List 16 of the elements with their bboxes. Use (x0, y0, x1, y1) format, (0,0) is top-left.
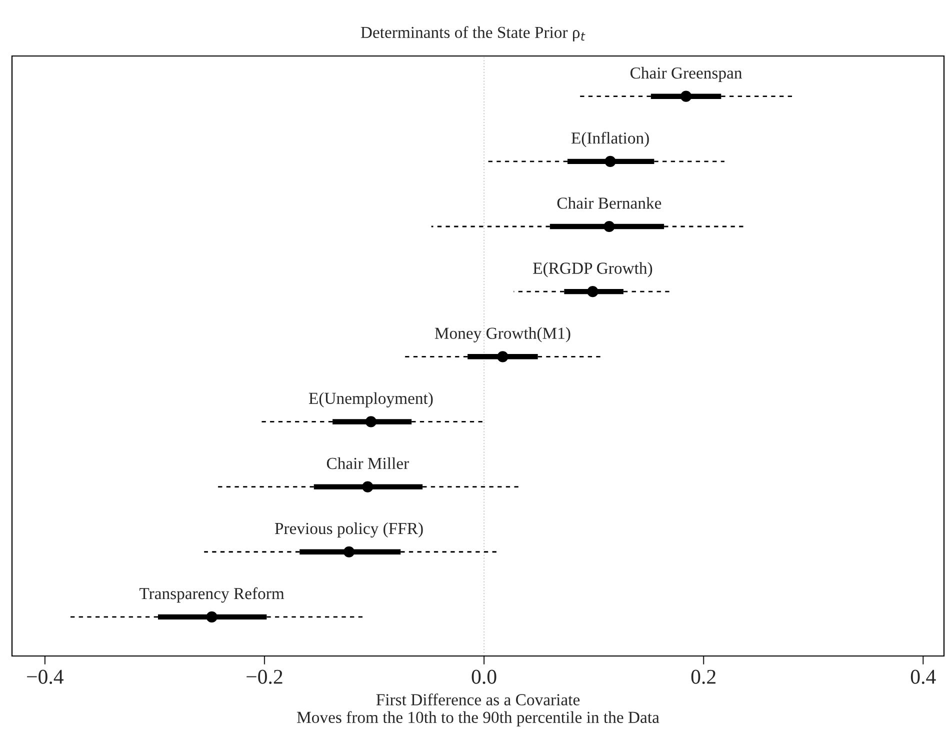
annotation: Chair Miller (326, 457, 409, 470)
x-tick-label: −0.2 (246, 670, 282, 684)
annotation: E(RGDP Growth) (533, 262, 652, 278)
x-tick-label: −0.4 (27, 670, 64, 684)
annotation: Previous policy (FFR) (274, 522, 423, 538)
chart-title: Determinants of the State Prior ρ$_{t}$ (360, 26, 586, 42)
annotation: Money Growth(M1) (434, 327, 570, 342)
annotation: E(Inflation) (571, 132, 649, 148)
annotation: Chair Bernanke (557, 197, 662, 209)
annotation: Transparency Reform (140, 587, 284, 603)
x-tick-label: 0.4 (910, 670, 936, 684)
annotation: Chair Greenspan (630, 66, 742, 82)
x-tick-label: 0.0 (472, 670, 496, 684)
annotation: E(Unemployment) (308, 392, 433, 408)
x-tick-label: 0.2 (691, 670, 716, 684)
x-axis-title: First Difference as a Covariate Moves from the 10th to the 90th percentile in the Data (297, 693, 660, 726)
